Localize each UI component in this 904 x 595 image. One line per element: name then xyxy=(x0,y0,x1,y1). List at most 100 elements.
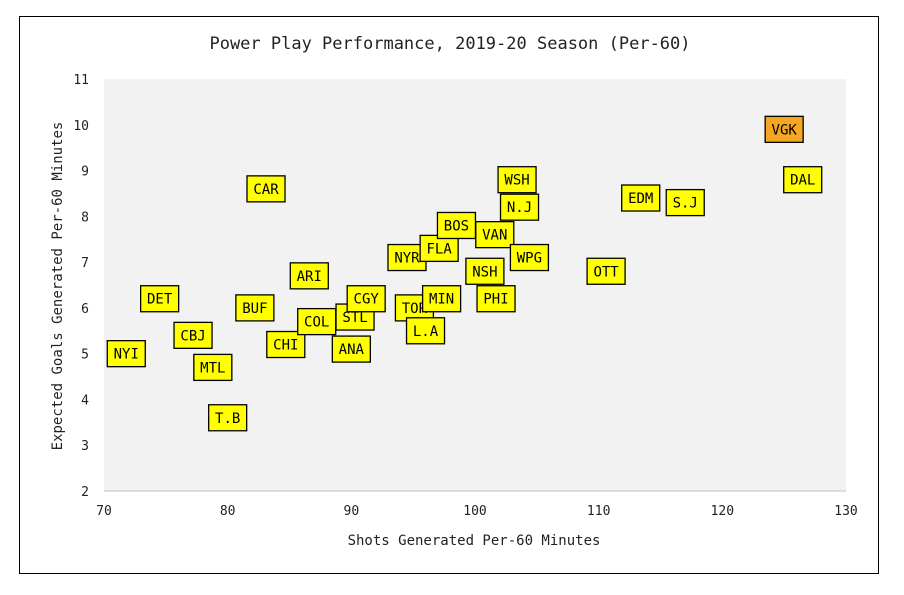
data-point-cbj: CBJ xyxy=(173,321,213,350)
point-marker xyxy=(266,330,306,359)
point-label: WSH xyxy=(504,173,529,189)
point-marker xyxy=(235,294,275,322)
x-tick-label: 90 xyxy=(344,504,360,519)
point-label: CHI xyxy=(273,338,298,354)
point-marker xyxy=(436,211,477,240)
x-tick-label: 110 xyxy=(587,504,610,519)
point-marker xyxy=(783,166,823,194)
point-label: WPG xyxy=(517,251,542,267)
data-point-bos: BOS xyxy=(436,211,477,240)
point-label: MIN xyxy=(429,292,454,308)
point-marker xyxy=(419,234,459,263)
data-point-mtl: MTL xyxy=(193,353,233,382)
data-point-nyi: NYI xyxy=(106,340,146,368)
point-label: CGY xyxy=(354,292,380,308)
point-label: N.J xyxy=(507,200,532,216)
point-label: PHI xyxy=(483,292,508,308)
data-point-det: DET xyxy=(139,285,180,313)
y-tick-label: 2 xyxy=(81,485,89,500)
x-tick-label: 100 xyxy=(463,504,486,519)
point-label: OTT xyxy=(593,264,619,280)
point-label: T.B xyxy=(215,411,240,427)
point-label: FLA xyxy=(426,241,452,257)
point-marker xyxy=(497,166,537,194)
point-marker xyxy=(509,243,550,272)
point-marker xyxy=(208,404,248,432)
point-marker xyxy=(665,188,705,217)
y-tick-label: 9 xyxy=(81,165,89,180)
point-marker xyxy=(621,184,661,212)
data-point-col: COL xyxy=(297,307,337,336)
data-point-edm: EDM xyxy=(621,184,661,212)
point-marker xyxy=(346,285,386,313)
point-label: EDM xyxy=(628,191,653,207)
point-marker xyxy=(499,193,540,221)
x-tick-label: 130 xyxy=(834,504,857,519)
point-marker xyxy=(764,115,804,144)
data-point-ott: OTT xyxy=(586,257,626,285)
point-marker xyxy=(139,285,180,313)
point-marker xyxy=(289,262,329,290)
point-label: NYI xyxy=(114,347,139,363)
point-marker xyxy=(246,175,286,203)
point-marker xyxy=(331,335,371,363)
x-tick-label: 120 xyxy=(711,504,734,519)
point-label: CBJ xyxy=(180,328,205,344)
point-label: DAL xyxy=(790,173,815,189)
y-tick-label: 10 xyxy=(73,119,89,134)
data-point-sj: S.J xyxy=(665,188,705,217)
x-tick-label: 80 xyxy=(220,504,236,519)
point-label: DET xyxy=(147,292,173,308)
data-point-stl: STL xyxy=(335,303,375,331)
point-label: ARI xyxy=(297,269,322,285)
point-label: ANA xyxy=(339,342,365,358)
point-label: NSH xyxy=(472,264,497,280)
point-marker xyxy=(106,340,146,368)
data-point-dal: DAL xyxy=(783,166,823,194)
data-point-buf: BUF xyxy=(235,294,275,322)
data-point-cgy: CGY xyxy=(346,285,386,313)
y-tick-label: 6 xyxy=(81,302,89,317)
y-tick-label: 5 xyxy=(81,348,89,363)
point-marker xyxy=(405,317,446,345)
point-marker xyxy=(421,285,462,313)
point-marker xyxy=(297,307,337,336)
data-point-ana: ANA xyxy=(331,335,371,363)
x-axis-label: Shots Generated Per-60 Minutes xyxy=(348,533,601,549)
point-marker xyxy=(476,285,516,313)
data-point-chi: CHI xyxy=(266,330,306,359)
y-tick-label: 4 xyxy=(81,393,89,408)
point-label: CAR xyxy=(253,182,279,198)
point-marker xyxy=(475,220,515,249)
point-label: S.J xyxy=(673,196,698,212)
data-point-min: MIN xyxy=(421,285,462,313)
point-label: VGK xyxy=(772,122,798,138)
point-marker xyxy=(586,257,626,285)
point-label: TOR xyxy=(402,301,428,317)
data-point-ari: ARI xyxy=(289,262,329,290)
x-axis: 70 80 90 100 110 120 130 xyxy=(96,504,858,519)
x-tick-label: 70 xyxy=(96,504,112,519)
data-point-car: CAR xyxy=(246,175,286,203)
point-marker xyxy=(465,257,505,285)
y-tick-label: 11 xyxy=(73,73,89,88)
data-point-phi: PHI xyxy=(476,285,516,313)
point-label: NYR xyxy=(394,251,420,267)
y-axis: 2 3 4 5 6 7 8 9 10 11 xyxy=(73,73,89,500)
y-tick-label: 8 xyxy=(81,210,89,225)
point-label: STL xyxy=(342,310,367,326)
point-marker xyxy=(193,353,233,382)
data-point-nj: N.J xyxy=(499,193,540,221)
y-tick-label: 3 xyxy=(81,439,89,454)
point-label: L.A xyxy=(413,324,439,340)
data-point-tb: T.B xyxy=(208,404,248,432)
y-tick-label: 7 xyxy=(81,256,89,271)
data-point-fla: FLA xyxy=(419,234,459,263)
data-point-van: VAN xyxy=(475,220,515,249)
chart-title: Power Play Performance, 2019-20 Season (… xyxy=(209,34,690,54)
data-point-nsh: NSH xyxy=(465,257,505,285)
data-point-la: L.A xyxy=(405,317,446,345)
data-point-vgk: VGK xyxy=(764,115,804,144)
point-label: MTL xyxy=(200,360,225,376)
